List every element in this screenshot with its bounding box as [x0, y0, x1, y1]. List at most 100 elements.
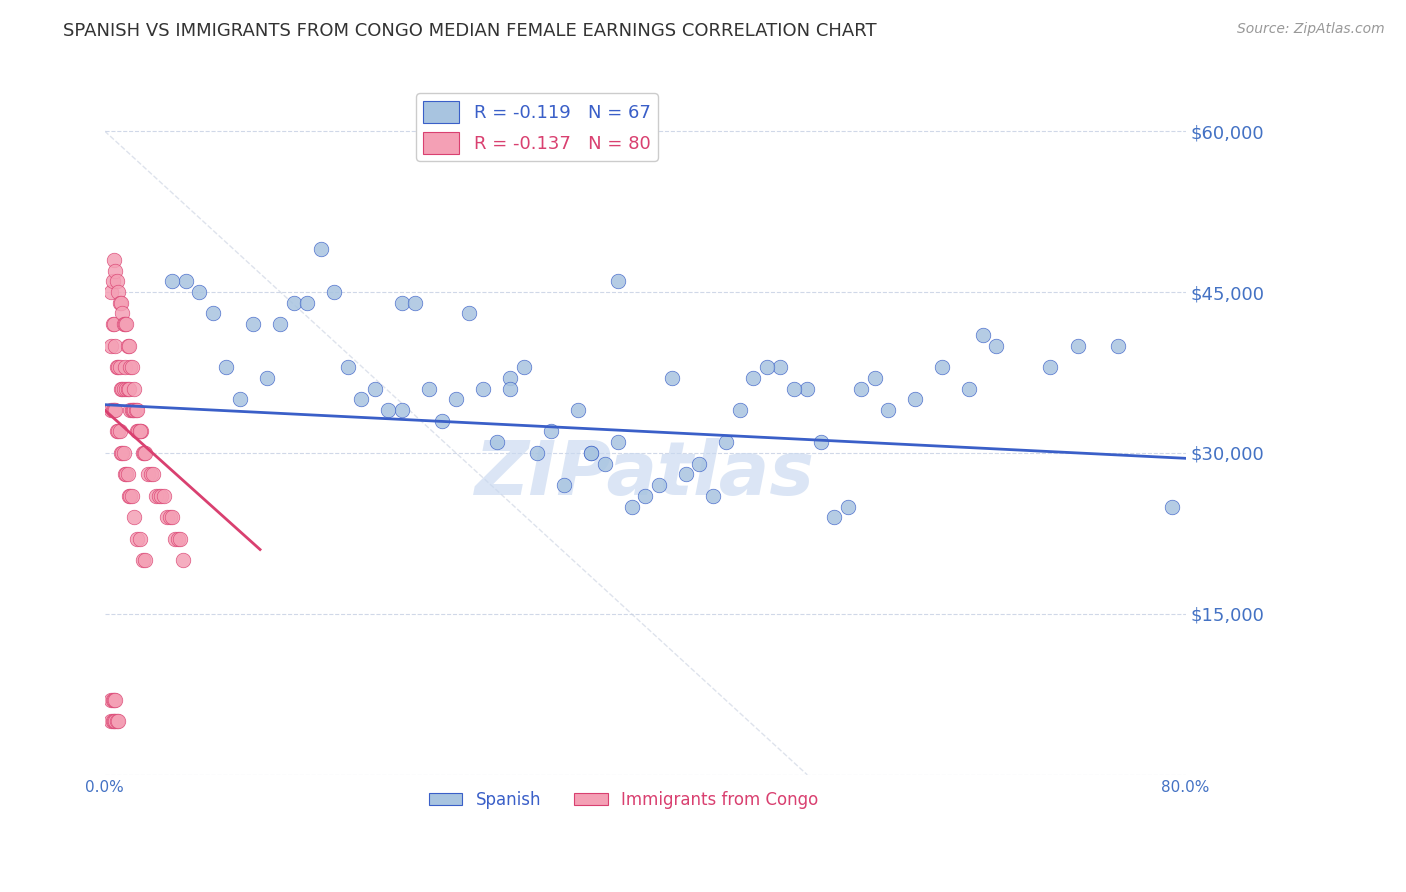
Point — [136, 467, 159, 482]
Point — [134, 446, 156, 460]
Point — [323, 285, 346, 299]
Point — [129, 425, 152, 439]
Point — [100, 692, 122, 706]
Point — [104, 714, 127, 728]
Point — [904, 392, 927, 407]
Point — [124, 510, 146, 524]
Point — [201, 306, 224, 320]
Point — [112, 446, 135, 460]
Point — [837, 500, 859, 514]
Point — [742, 371, 765, 385]
Point — [688, 457, 710, 471]
Point — [309, 242, 332, 256]
Point — [127, 425, 149, 439]
Point — [104, 263, 127, 277]
Point — [124, 403, 146, 417]
Point — [120, 360, 142, 375]
Point — [104, 339, 127, 353]
Point — [593, 457, 616, 471]
Point — [607, 274, 630, 288]
Point — [432, 414, 454, 428]
Point — [139, 467, 162, 482]
Point — [117, 339, 139, 353]
Point — [229, 392, 252, 407]
Point — [121, 403, 143, 417]
Point — [111, 446, 134, 460]
Point — [156, 510, 179, 524]
Point — [540, 425, 562, 439]
Point — [128, 425, 150, 439]
Point — [107, 425, 129, 439]
Point — [112, 382, 135, 396]
Point — [458, 306, 481, 320]
Point — [142, 467, 165, 482]
Point — [100, 714, 122, 728]
Point — [105, 714, 128, 728]
Point — [127, 532, 149, 546]
Point — [269, 317, 291, 331]
Point — [105, 425, 128, 439]
Point — [755, 360, 778, 375]
Point — [418, 382, 440, 396]
Point — [783, 382, 806, 396]
Point — [163, 532, 186, 546]
Point — [101, 714, 124, 728]
Point — [172, 553, 194, 567]
Point — [444, 392, 467, 407]
Point — [472, 382, 495, 396]
Point — [957, 382, 980, 396]
Point — [100, 339, 122, 353]
Point — [131, 553, 153, 567]
Point — [620, 500, 643, 514]
Text: SPANISH VS IMMIGRANTS FROM CONGO MEDIAN FEMALE EARNINGS CORRELATION CHART: SPANISH VS IMMIGRANTS FROM CONGO MEDIAN … — [63, 22, 877, 40]
Point — [115, 467, 138, 482]
Point — [607, 435, 630, 450]
Point — [132, 446, 155, 460]
Point — [150, 489, 173, 503]
Point — [512, 360, 534, 375]
Point — [107, 360, 129, 375]
Point — [107, 714, 129, 728]
Point — [114, 360, 136, 375]
Point — [120, 489, 142, 503]
Point — [125, 403, 148, 417]
Point — [114, 317, 136, 331]
Point — [174, 274, 197, 288]
Point — [104, 692, 127, 706]
Point — [1039, 360, 1062, 375]
Point — [114, 467, 136, 482]
Point — [553, 478, 575, 492]
Point — [661, 371, 683, 385]
Point — [823, 510, 845, 524]
Point — [105, 360, 128, 375]
Point — [377, 403, 399, 417]
Point — [391, 403, 413, 417]
Point — [108, 425, 131, 439]
Point — [110, 295, 132, 310]
Point — [1107, 339, 1129, 353]
Point — [1066, 339, 1088, 353]
Point — [107, 285, 129, 299]
Point — [118, 382, 141, 396]
Point — [283, 295, 305, 310]
Legend: Spanish, Immigrants from Congo: Spanish, Immigrants from Congo — [422, 784, 825, 815]
Point — [769, 360, 792, 375]
Point — [103, 403, 125, 417]
Point — [131, 446, 153, 460]
Point — [526, 446, 548, 460]
Point — [134, 553, 156, 567]
Point — [215, 360, 238, 375]
Point — [159, 510, 181, 524]
Point — [101, 317, 124, 331]
Point — [796, 382, 818, 396]
Point — [124, 382, 146, 396]
Point — [716, 435, 738, 450]
Point — [188, 285, 211, 299]
Point — [364, 382, 387, 396]
Point — [160, 510, 183, 524]
Point — [117, 382, 139, 396]
Point — [336, 360, 359, 375]
Point — [160, 274, 183, 288]
Point — [242, 317, 264, 331]
Point — [391, 295, 413, 310]
